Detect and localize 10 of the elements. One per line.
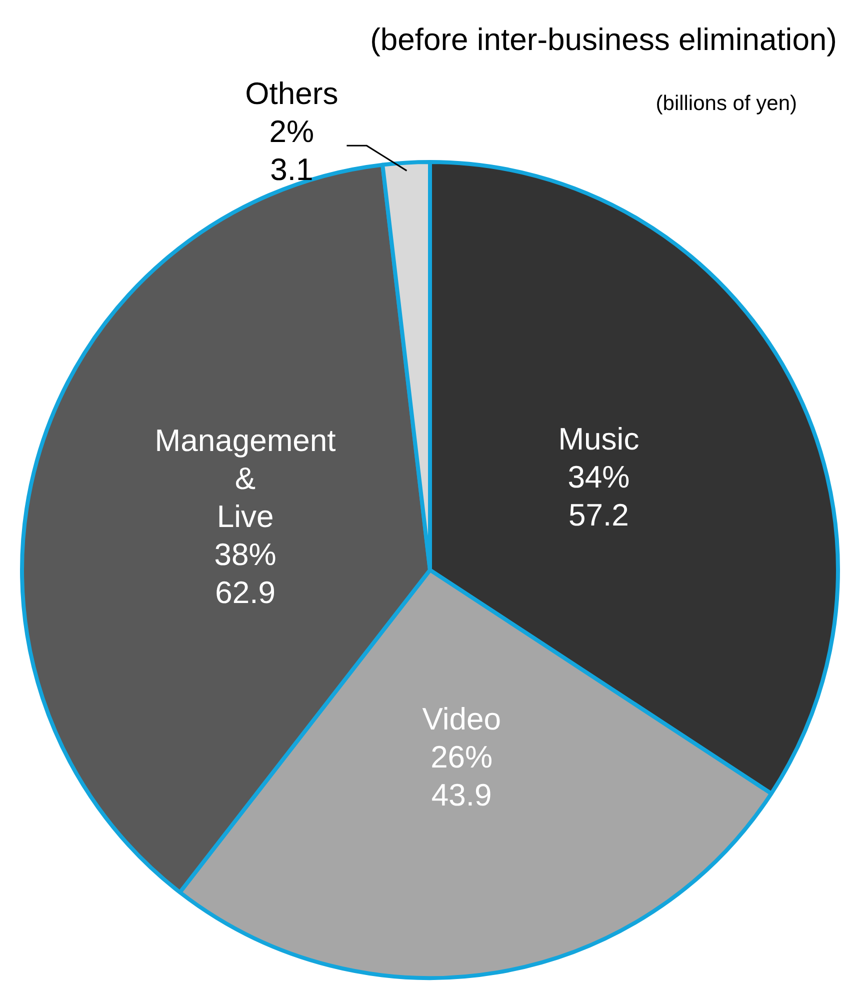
slice-label: Others xyxy=(245,76,338,112)
slice-label: Management & Live xyxy=(154,423,336,534)
slice-label: Music xyxy=(558,421,640,456)
data-label: 26% 43.9 xyxy=(430,740,493,813)
data-label: 34% 57.2 xyxy=(568,459,630,532)
chart-title: (before inter-business elimination) xyxy=(370,22,837,58)
text: (billions of yen) xyxy=(656,92,797,116)
slice-label: Video xyxy=(422,702,501,737)
data-label: 2% 3.1 xyxy=(269,114,314,188)
data-label: 38% 62.9 xyxy=(214,537,276,610)
